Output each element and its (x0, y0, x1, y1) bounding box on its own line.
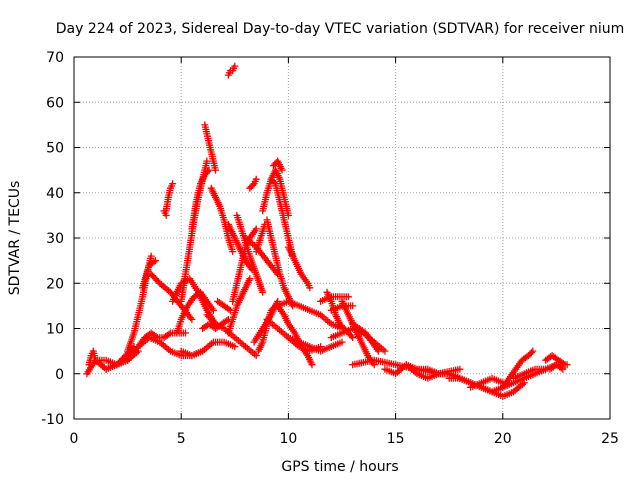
series-track-50 (467, 374, 507, 391)
x-tick-label: 0 (70, 431, 79, 447)
data-point (259, 288, 267, 296)
data-point (162, 211, 170, 219)
data-point (529, 347, 537, 355)
series-track-16 (201, 121, 219, 174)
y-tick-label: 20 (46, 276, 64, 292)
data-point (557, 364, 565, 372)
data-point (559, 365, 567, 373)
data-point (252, 225, 260, 233)
series-track-26 (246, 175, 260, 192)
data-point (154, 278, 162, 286)
data-point (308, 361, 316, 369)
series-track-37 (250, 297, 282, 346)
series-track-13 (177, 338, 239, 360)
x-tick-label: 15 (387, 431, 405, 447)
data-point (374, 347, 382, 355)
series-track-12 (173, 288, 217, 337)
data-point (152, 332, 160, 340)
series-track-21 (224, 62, 239, 79)
series-track-33 (269, 157, 286, 174)
data-point (561, 361, 569, 369)
data-point (204, 168, 212, 176)
gridlines (74, 57, 610, 419)
y-tick-label: -10 (41, 412, 64, 428)
x-tick-label: 20 (494, 431, 512, 447)
axis-ticks: 0 5 10 15 20 25 -10 0 10 20 30 40 50 60 70 (41, 50, 619, 447)
data-point (520, 379, 528, 387)
data-point (205, 166, 213, 174)
series-track-09 (162, 180, 177, 215)
data-point (349, 302, 357, 310)
series-track-48 (402, 361, 464, 382)
series-track-41 (323, 288, 357, 342)
series-track-52 (510, 365, 550, 382)
data-point (338, 338, 346, 346)
series-track-45 (349, 320, 382, 355)
y-tick-label: 0 (55, 367, 64, 383)
series-track-07 (139, 257, 159, 292)
data-point (223, 317, 231, 325)
data-point (187, 314, 195, 322)
data-point (169, 180, 177, 188)
data-point (456, 365, 464, 373)
x-tick-label: 5 (177, 431, 186, 447)
data-point (527, 349, 535, 357)
y-tick-label: 60 (46, 95, 64, 111)
series-track-31 (263, 216, 297, 310)
data-point (231, 62, 239, 70)
y-tick-label: 70 (46, 50, 64, 66)
y-axis-label: SDTVAR / TECUs (7, 181, 23, 296)
y-tick-label: 10 (46, 322, 64, 338)
data-point (278, 166, 286, 174)
chart-title: Day 224 of 2023, Sidereal Day-to-day VTE… (56, 21, 625, 37)
series-track-15 (188, 166, 213, 233)
x-tick-label: 25 (601, 431, 619, 447)
y-tick-label: 40 (46, 186, 64, 202)
data-point (349, 334, 357, 342)
series-track-19 (203, 311, 260, 360)
data-point (203, 157, 211, 165)
data-points (83, 62, 571, 400)
series-track-28 (252, 220, 269, 256)
data-point (344, 293, 352, 301)
data-point (165, 330, 173, 338)
series-track-20 (214, 297, 234, 314)
data-point (231, 343, 239, 351)
series-track-32 (267, 175, 297, 260)
data-point (252, 352, 260, 360)
series-track-39 (284, 334, 346, 355)
data-point (252, 175, 260, 183)
data-point (229, 248, 237, 256)
data-point (147, 252, 155, 260)
data-point (182, 329, 189, 337)
series-track-38 (274, 297, 346, 332)
data-point (306, 284, 314, 292)
data-point (212, 166, 219, 174)
x-tick-label: 10 (279, 431, 297, 447)
series-track-25 (233, 211, 267, 296)
series-track-17 (207, 184, 237, 256)
data-point (188, 315, 196, 323)
series-track-34 (284, 243, 314, 292)
data-point (347, 332, 355, 340)
data-point (270, 178, 278, 186)
x-axis-label: GPS time / hours (281, 459, 398, 475)
y-tick-label: 50 (46, 141, 64, 157)
data-point (246, 275, 254, 283)
series-track-51 (499, 347, 537, 391)
data-point (249, 181, 257, 189)
series-track-23 (224, 275, 254, 337)
data-point (150, 258, 158, 266)
series-track-08 (147, 270, 196, 323)
data-point (225, 305, 233, 313)
series-track-10 (160, 207, 170, 219)
y-tick-label: 30 (46, 231, 64, 247)
data-point (381, 347, 389, 355)
data-point (152, 257, 159, 265)
series-track-54 (546, 361, 567, 373)
data-point (209, 306, 217, 314)
